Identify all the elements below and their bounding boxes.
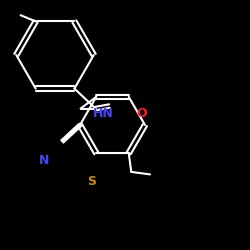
Text: HN: HN xyxy=(94,107,114,120)
Text: N: N xyxy=(38,154,49,166)
Text: O: O xyxy=(136,107,146,120)
Text: S: S xyxy=(87,175,96,188)
